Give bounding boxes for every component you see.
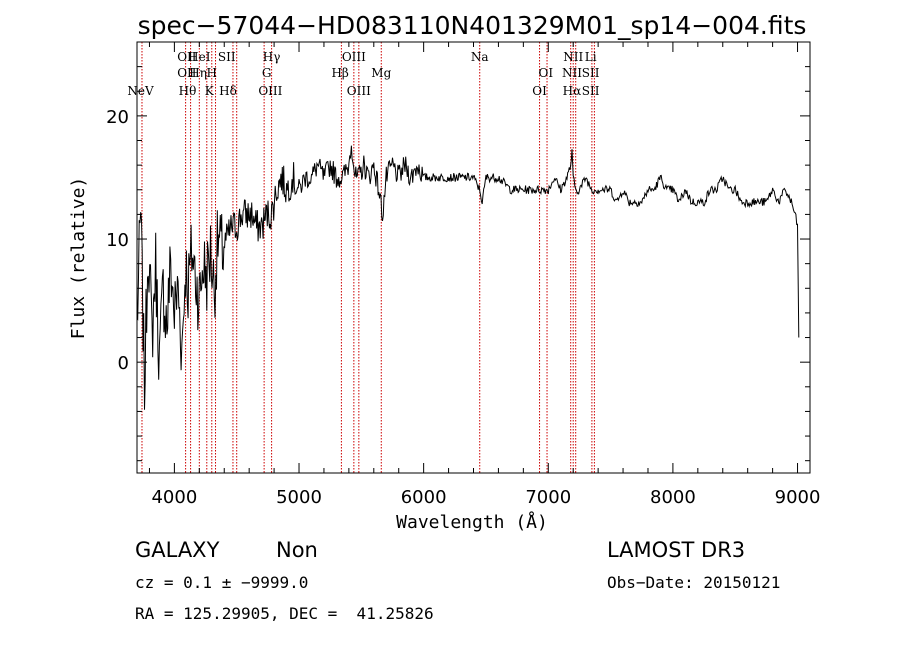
marker-label-22: Hα <box>563 84 582 98</box>
marker-label-7: H <box>207 66 217 80</box>
x-tick-label: 8000 <box>650 487 696 508</box>
chart-title: spec−57044−HD083110N401329M01_sp14−004.f… <box>138 11 807 40</box>
x-tick-label: 4000 <box>151 487 197 508</box>
marker-label-1: OII <box>177 50 197 64</box>
y-tick-label: 0 <box>118 353 129 374</box>
marker-label-5: Hη <box>189 66 207 80</box>
x-tick-label: 6000 <box>401 487 447 508</box>
marker-label-9: Hδ <box>219 84 237 98</box>
coordinates: RA = 125.29905, DEC = 41.25826 <box>135 604 434 623</box>
marker-label-6: K <box>205 84 215 98</box>
redshift-line: cz = 0.1 ± −9999.0 <box>135 573 309 592</box>
marker-label-19: OI <box>532 84 547 98</box>
marker-label-25: SII <box>582 84 600 98</box>
marker-label-21: NII <box>562 66 582 80</box>
marker-label-11: G <box>262 66 272 80</box>
x-axis-ticks: 4000 5000 6000 7000 8000 9000 <box>148 42 821 508</box>
marker-label-13: OIII <box>342 50 366 64</box>
spectrum-line <box>136 145 800 410</box>
marker-label-16: Mg <box>371 66 391 80</box>
y-tick-label: 10 <box>106 230 129 251</box>
marker-label-4: HeI <box>188 50 211 64</box>
y-axis-ticks: 0 10 20 <box>106 41 810 462</box>
marker-label-23: Li <box>585 50 597 64</box>
marker-label-20: NII <box>563 50 583 64</box>
marker-label-2: OII <box>177 66 197 80</box>
marker-label-17: Na <box>471 50 489 64</box>
x-tick-label: 5000 <box>276 487 322 508</box>
x-tick-label: 7000 <box>525 487 571 508</box>
marker-label-24: SII <box>582 66 600 80</box>
x-tick-label: 9000 <box>775 487 821 508</box>
x-axis-label: Wavelength (Å) <box>396 511 548 533</box>
y-tick-label: 20 <box>106 107 129 128</box>
marker-label-3: Hθ <box>179 84 197 98</box>
survey-name: LAMOST DR3 <box>607 538 746 562</box>
emission-marker-labels: NeVOIIOIIHθHeIHηKHSIIHδHγGOIIIOIIIHβOIII… <box>127 50 599 98</box>
observation-date: Obs−Date: 20150121 <box>607 573 781 592</box>
object-type: GALAXY <box>135 538 220 562</box>
y-axis-label: Flux (relative) <box>68 177 89 340</box>
marker-label-10: Hγ <box>263 50 281 64</box>
marker-label-18: OI <box>538 66 553 80</box>
object-subtype: Non <box>276 538 318 562</box>
marker-label-8: SII <box>218 50 236 64</box>
marker-label-12: OIII <box>258 84 282 98</box>
marker-label-14: Hβ <box>331 66 348 80</box>
marker-label-15: OIII <box>347 84 371 98</box>
plot-frame <box>136 41 811 474</box>
